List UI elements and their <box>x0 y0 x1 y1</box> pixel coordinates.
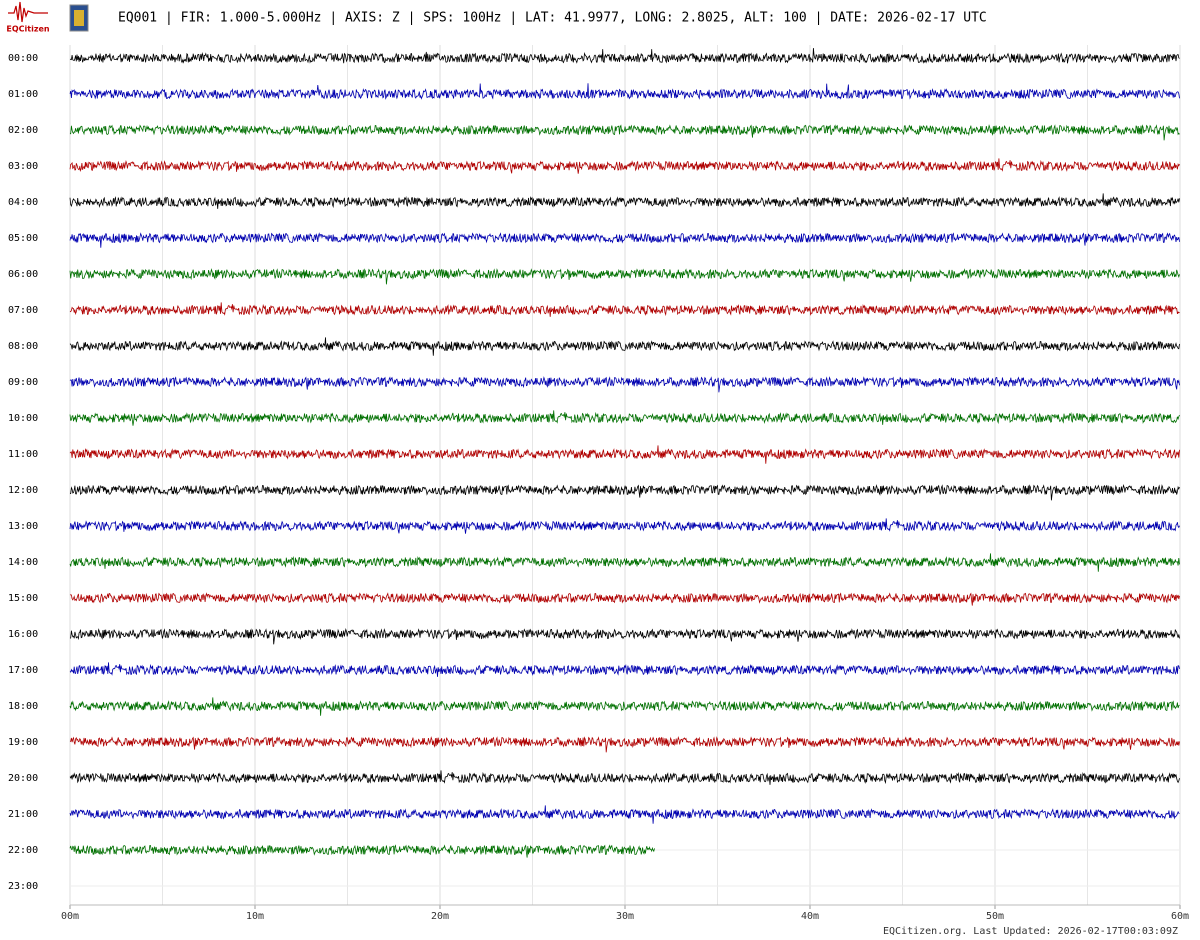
seismic-trace <box>69 770 1180 785</box>
x-tick-label: 10m <box>246 911 264 922</box>
y-tick-label: 14:00 <box>8 557 38 568</box>
seismic-trace <box>69 83 1180 100</box>
y-tick-label: 02:00 <box>8 125 38 136</box>
x-tick-label: 50m <box>986 911 1004 922</box>
y-tick-label: 21:00 <box>8 809 38 820</box>
seismic-trace <box>69 484 1180 501</box>
y-tick-label: 23:00 <box>8 881 38 892</box>
seismic-trace <box>69 662 1180 677</box>
seismic-trace <box>69 518 1180 534</box>
seismic-trace <box>69 193 1180 209</box>
y-tick-label: 04:00 <box>8 197 38 208</box>
y-tick-label: 20:00 <box>8 773 38 784</box>
seismic-trace <box>69 697 1180 716</box>
footer: EQCitizen.org. Last Updated: 2026-02-17T… <box>883 926 1178 937</box>
y-tick-label: 07:00 <box>8 305 38 316</box>
y-tick-label: 08:00 <box>8 341 38 352</box>
seismic-trace <box>69 592 1180 606</box>
y-tick-label: 09:00 <box>8 377 38 388</box>
seismic-trace <box>69 736 1180 753</box>
seismic-trace <box>69 337 1180 356</box>
seismic-trace <box>69 553 1180 572</box>
y-tick-label: 00:00 <box>8 53 38 64</box>
y-tick-label: 01:00 <box>8 89 38 100</box>
y-tick-label: 10:00 <box>8 413 38 424</box>
x-tick-label: 20m <box>431 911 449 922</box>
logo: EQCitizen <box>6 1 89 34</box>
seismic-trace <box>69 268 1180 285</box>
x-tick-label: 30m <box>616 911 634 922</box>
seismic-trace <box>69 445 1180 464</box>
device-chip <box>74 10 84 26</box>
x-tick-label: 40m <box>801 911 819 922</box>
chart-title: EQ001 | FIR: 1.000-5.000Hz | AXIS: Z | S… <box>118 11 987 26</box>
seismic-trace <box>69 158 1180 174</box>
seismic-trace <box>69 844 655 858</box>
logo-text: EQCitizen <box>6 25 50 34</box>
y-tick-label: 13:00 <box>8 521 38 532</box>
y-tick-label: 06:00 <box>8 269 38 280</box>
y-tick-label: 15:00 <box>8 593 38 604</box>
y-tick-label: 05:00 <box>8 233 38 244</box>
x-tick-label: 00m <box>61 911 79 922</box>
y-tick-label: 12:00 <box>8 485 38 496</box>
y-tick-label: 19:00 <box>8 737 38 748</box>
seismic-trace <box>69 48 1180 65</box>
seismic-trace <box>69 410 1180 426</box>
seismic-trace <box>69 805 1180 824</box>
x-tick-label: 60m <box>1171 911 1189 922</box>
y-tick-label: 18:00 <box>8 701 38 712</box>
seismic-trace <box>69 302 1180 317</box>
seismic-trace <box>69 124 1180 141</box>
seismic-trace <box>69 376 1180 393</box>
logo-icon <box>8 1 48 23</box>
seismic-trace <box>69 232 1180 248</box>
y-tick-label: 16:00 <box>8 629 38 640</box>
y-tick-label: 17:00 <box>8 665 38 676</box>
y-tick-label: 11:00 <box>8 449 38 460</box>
y-tick-label: 22:00 <box>8 845 38 856</box>
y-tick-label: 03:00 <box>8 161 38 172</box>
seismic-trace <box>69 628 1180 645</box>
